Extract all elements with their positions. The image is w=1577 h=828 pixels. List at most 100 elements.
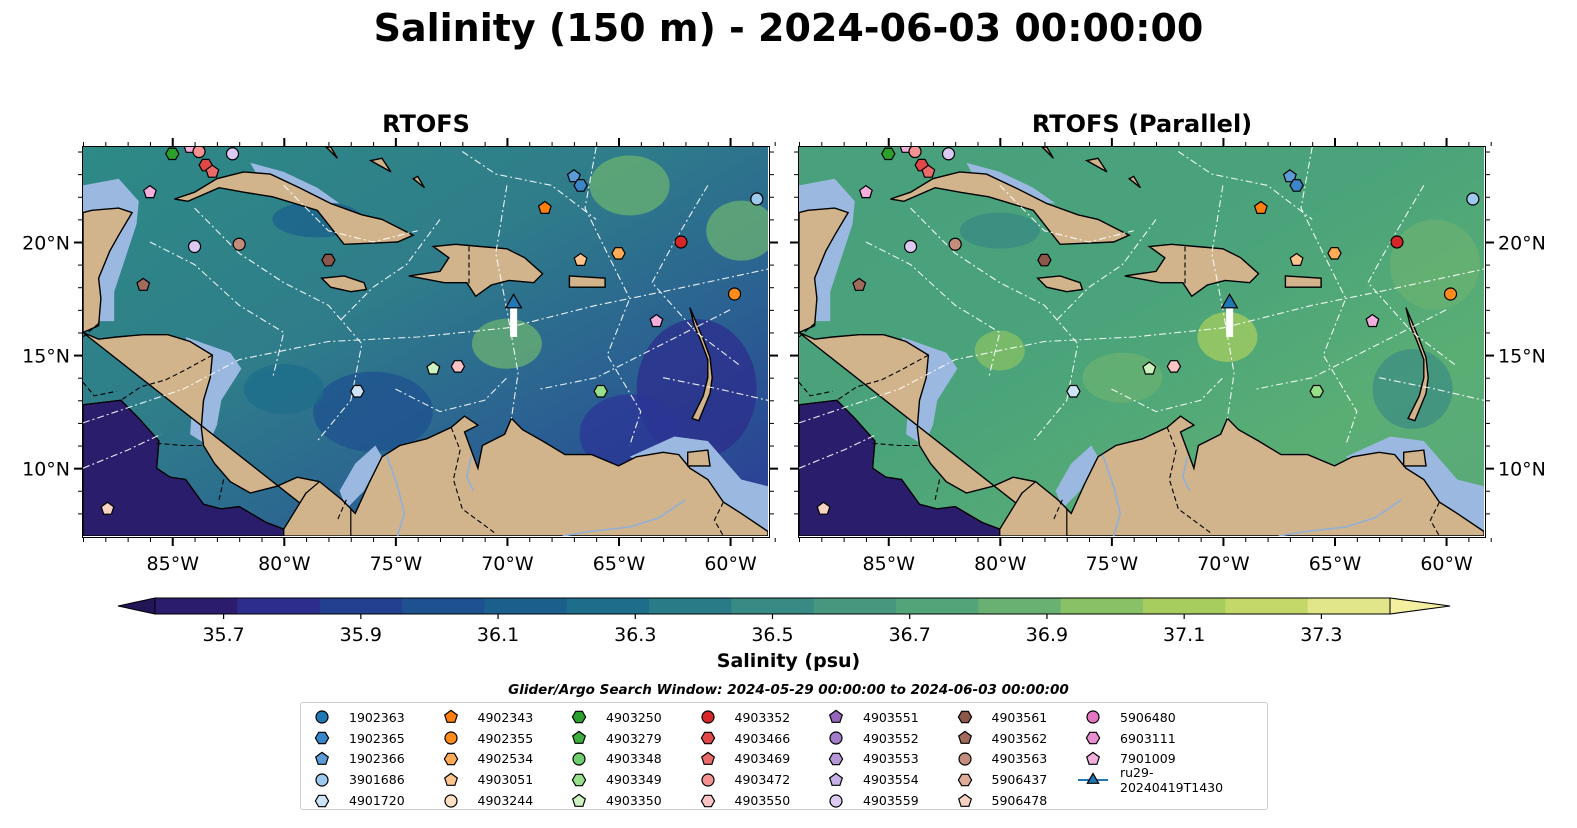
legend-item: 4903349 (564, 769, 692, 790)
argo-float-marker (1365, 313, 1380, 328)
map-panel-rtofs-parallel (798, 146, 1486, 538)
land-bahamas2 (1084, 157, 1108, 173)
legend-item: 1902366 (307, 749, 435, 770)
legend-label: 4903472 (734, 772, 791, 788)
legend-item: 4903551 (821, 707, 949, 728)
pentagon-marker-icon (314, 751, 330, 765)
eez-boundary (799, 268, 1484, 424)
argo-float-marker (142, 184, 157, 199)
argo-float-marker (566, 169, 581, 183)
salinity-patch (1389, 219, 1480, 310)
salinity-patch (959, 212, 1040, 249)
argo-float-marker (727, 287, 742, 301)
country-border (1166, 427, 1213, 535)
legend-marker (957, 793, 972, 807)
colorbar-segment (484, 598, 568, 614)
legend-marker (314, 794, 330, 807)
circle-marker-icon (700, 773, 715, 787)
eez-boundary (283, 185, 418, 243)
eez-boundary (910, 207, 1079, 442)
country-border (1429, 501, 1440, 536)
colorbar-segment (731, 598, 815, 614)
argo-float-marker (903, 239, 918, 254)
argo-float-marker (136, 277, 151, 291)
country-border (156, 442, 204, 447)
legend-marker (700, 773, 715, 787)
legend-label: 4903469 (734, 751, 791, 767)
legend-label: 4903244 (477, 793, 534, 809)
eez-boundary (194, 207, 363, 442)
land-jamaica (320, 275, 368, 293)
pentagon-marker-icon (957, 730, 972, 745)
argo-float-marker (537, 200, 552, 215)
country-border (799, 322, 815, 338)
pentagon-marker-icon (571, 730, 587, 745)
pentagon-marker-icon (828, 710, 844, 724)
figure-title: Salinity (150 m) - 2024-06-03 00:00:00 (373, 6, 1204, 50)
salinity-patch (589, 155, 670, 216)
argo-float-marker (1289, 179, 1304, 192)
colorbar-tick-label: 35.9 (340, 624, 382, 646)
legend-label: 6903111 (1120, 730, 1176, 746)
country-border (450, 427, 497, 535)
argo-float-marker (350, 384, 365, 398)
eez-boundary (1256, 309, 1447, 390)
continental-shelf (339, 445, 382, 509)
land-hispaniola (1124, 243, 1260, 298)
argo-float-marker (1066, 384, 1081, 398)
circle-marker-icon (829, 731, 843, 745)
argo-float-marker (816, 501, 831, 515)
legend-marker (1086, 710, 1100, 724)
eez-boundary (339, 219, 441, 322)
river (1101, 454, 1122, 536)
continental-shelf (1055, 445, 1098, 509)
hexagon-marker-icon (1085, 731, 1101, 745)
argo-float-marker (1390, 235, 1404, 249)
argo-float-marker (232, 237, 246, 251)
lat-tick-label: 20°N (1498, 232, 1546, 254)
legend-item: 4902534 (436, 749, 564, 770)
legend-item: 4903553 (821, 749, 949, 770)
legend-item: 4903472 (693, 769, 821, 790)
salinity-patch (1082, 352, 1163, 403)
legend-label: 4903350 (606, 793, 662, 809)
land-bahamas3 (1127, 175, 1142, 189)
land-jamaica (1036, 275, 1084, 293)
eez-boundary (495, 185, 519, 419)
legend-marker (314, 751, 330, 765)
lon-tick-label: 75°W (370, 553, 423, 575)
continental-shelf (966, 162, 1056, 204)
legend-column: 4903352 4903466 4903469 4903472 4903550 (693, 707, 821, 811)
legend-item: 7901009 (1078, 749, 1206, 770)
hexagon-marker-icon (443, 752, 458, 766)
salinity-patch (706, 200, 768, 261)
salinity-patch (471, 318, 542, 369)
land-cuba (890, 171, 1131, 246)
legend-item: 4903352 (693, 707, 821, 728)
eez-boundary (1211, 185, 1235, 419)
colorbar-extend-low (117, 597, 156, 615)
land-puerto-rico (568, 275, 606, 288)
river (465, 456, 475, 492)
colorbar-tick-label: 37.1 (1163, 624, 1205, 646)
lon-tick-label: 85°W (863, 553, 916, 575)
hexagon-marker-icon (314, 731, 330, 745)
argo-float-marker (1282, 169, 1297, 183)
lat-tick-label: 15°N (22, 346, 70, 368)
argo-float-marker (941, 147, 956, 161)
map-rtofs-canvas (83, 147, 768, 536)
legend-label: 4901720 (349, 793, 405, 809)
salinity-patch (313, 371, 434, 452)
colorbar-segment (402, 598, 485, 614)
pentagon-marker-icon (957, 793, 972, 807)
legend-label: 4903279 (606, 730, 662, 746)
country-border (336, 499, 347, 521)
legend-item: 4903559 (821, 790, 949, 811)
lon-tick-label: 80°W (258, 553, 311, 575)
legend-marker (571, 730, 587, 745)
river (562, 499, 686, 536)
land-lesser-antilles (1405, 307, 1429, 422)
legend-marker (443, 731, 458, 745)
land-hispaniola (408, 243, 544, 298)
legend-label: 1902365 (349, 730, 405, 746)
